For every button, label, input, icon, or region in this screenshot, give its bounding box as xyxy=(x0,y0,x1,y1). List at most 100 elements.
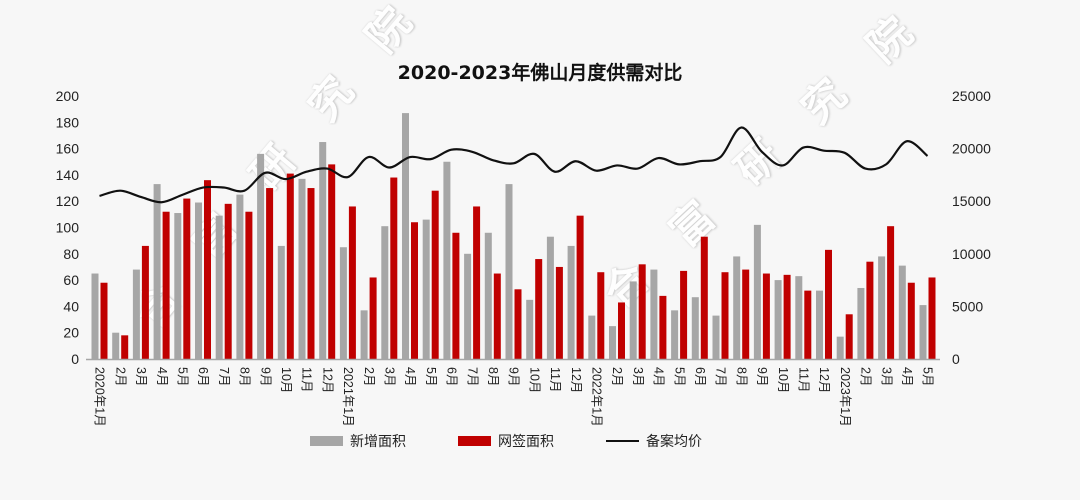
avg-price-line xyxy=(99,126,929,204)
bar-new-area xyxy=(464,253,472,359)
x-tick-label: 4月 xyxy=(652,367,666,386)
bar-signed-area xyxy=(887,226,895,359)
bar-signed-area xyxy=(700,236,708,359)
x-tick-label: 2021年1月 xyxy=(341,367,355,427)
bar-new-area xyxy=(319,142,327,359)
bar-signed-area xyxy=(783,274,791,359)
bar-new-area xyxy=(650,269,658,359)
bar-signed-area xyxy=(907,282,915,359)
bar-signed-area xyxy=(493,273,501,359)
y-tick-label: 20 xyxy=(63,325,79,341)
bar-new-area xyxy=(857,287,865,359)
y-tick-label: 0 xyxy=(71,351,79,367)
bar-signed-area xyxy=(100,282,108,359)
x-tick-label: 8月 xyxy=(734,367,748,386)
bar-signed-area xyxy=(307,188,315,359)
bar-signed-area xyxy=(618,302,625,359)
bar-new-area xyxy=(132,269,140,359)
bar-new-area xyxy=(257,153,265,359)
bar-new-area xyxy=(546,236,554,359)
bar-new-area xyxy=(671,310,679,359)
x-tick-label: 3月 xyxy=(631,367,645,386)
x-tick-label: 6月 xyxy=(693,367,707,386)
bar-signed-area xyxy=(845,314,853,359)
x-tick-label: 7月 xyxy=(217,367,231,386)
bar-new-area xyxy=(712,315,720,359)
legend-label: 网签面积 xyxy=(498,434,554,450)
bar-new-area xyxy=(588,315,596,359)
bar-signed-area xyxy=(597,272,605,359)
legend-swatch-line xyxy=(606,440,639,442)
x-tick-label: 12月 xyxy=(320,367,334,393)
x-tick-label: 5月 xyxy=(424,367,438,386)
x-tick-label: 3月 xyxy=(134,367,148,386)
bar-signed-area xyxy=(390,177,398,359)
bar-new-area xyxy=(795,276,803,359)
bar-signed-area xyxy=(742,269,750,359)
x-tick-label: 2020年1月 xyxy=(93,367,107,427)
y2-tick-label: 15000 xyxy=(952,193,991,209)
legend-swatch-gray xyxy=(310,436,343,446)
y2-tick-label: 25000 xyxy=(952,88,991,104)
bar-new-area xyxy=(774,280,782,359)
bar-signed-area xyxy=(928,277,936,359)
x-tick-label: 7月 xyxy=(714,367,728,386)
x-tick-label: 2022年1月 xyxy=(590,367,604,427)
bar-signed-area xyxy=(183,198,191,359)
x-tick-label: 4月 xyxy=(155,367,169,386)
x-axis-labels: 2020年1月 2月 3月 4月 5月 6月 7月 8月 9月 10月 11月 12月 2021年1月 2… xyxy=(93,367,935,427)
x-tick-label: 5月 xyxy=(176,367,190,386)
bar-signed-area xyxy=(659,295,667,359)
x-tick-label: 8月 xyxy=(238,367,252,386)
bar-signed-area xyxy=(369,277,377,359)
y-tick-label: 200 xyxy=(56,88,80,104)
bar-signed-area xyxy=(266,188,274,359)
bar-new-area xyxy=(339,247,347,359)
x-tick-label: 7月 xyxy=(465,367,479,386)
bar-signed-area xyxy=(866,261,874,359)
x-tick-label: 2月 xyxy=(610,367,624,386)
bar-signed-area xyxy=(204,180,211,359)
x-tick-label: 2月 xyxy=(113,367,127,386)
bar-signed-area xyxy=(286,173,294,359)
bar-new-area xyxy=(753,224,761,359)
bar-new-area xyxy=(174,213,182,359)
x-tick-label: 12月 xyxy=(817,367,831,393)
chart-title: 2020-2023年佛山月度供需对比 xyxy=(397,62,683,84)
bar-signed-area xyxy=(452,232,460,359)
bar-signed-area xyxy=(721,272,729,359)
y-axis-right: 0 5000 10000 15000 20000 25000 xyxy=(952,88,991,367)
y-tick-label: 120 xyxy=(56,193,80,209)
bar-new-area xyxy=(360,310,368,359)
bar-new-area xyxy=(195,202,202,359)
y-tick-label: 160 xyxy=(56,141,80,157)
legend: 新增面积 网签面积 备案均价 xyxy=(310,431,754,451)
bar-new-area xyxy=(733,256,741,359)
legend-item-avg-price: 备案均价 xyxy=(606,431,702,451)
y2-tick-label: 10000 xyxy=(952,246,991,262)
bar-new-area xyxy=(91,273,99,359)
x-tick-label: 10月 xyxy=(776,367,790,393)
y-tick-label: 180 xyxy=(56,114,80,130)
bar-new-area xyxy=(526,299,534,359)
legend-label: 新增面积 xyxy=(350,434,406,450)
bar-new-area xyxy=(298,178,306,359)
x-tick-label: 10月 xyxy=(527,367,541,393)
bar-signed-area xyxy=(348,206,356,359)
x-tick-label: 2月 xyxy=(362,367,376,386)
bar-signed-area xyxy=(473,206,481,359)
x-tick-label: 12月 xyxy=(569,367,583,393)
bar-new-area xyxy=(898,265,906,359)
bar-new-area xyxy=(277,245,285,359)
x-tick-label: 6月 xyxy=(196,367,210,386)
bar-signed-area xyxy=(121,335,129,359)
x-tick-label: 2月 xyxy=(859,367,873,386)
x-tick-label: 6月 xyxy=(445,367,459,386)
bar-new-area xyxy=(381,226,389,359)
y2-tick-label: 0 xyxy=(952,351,960,367)
x-tick-label: 5月 xyxy=(672,367,686,386)
line-series-avg-price xyxy=(99,126,929,204)
y-tick-label: 80 xyxy=(63,246,79,262)
bar-new-area xyxy=(609,326,616,359)
